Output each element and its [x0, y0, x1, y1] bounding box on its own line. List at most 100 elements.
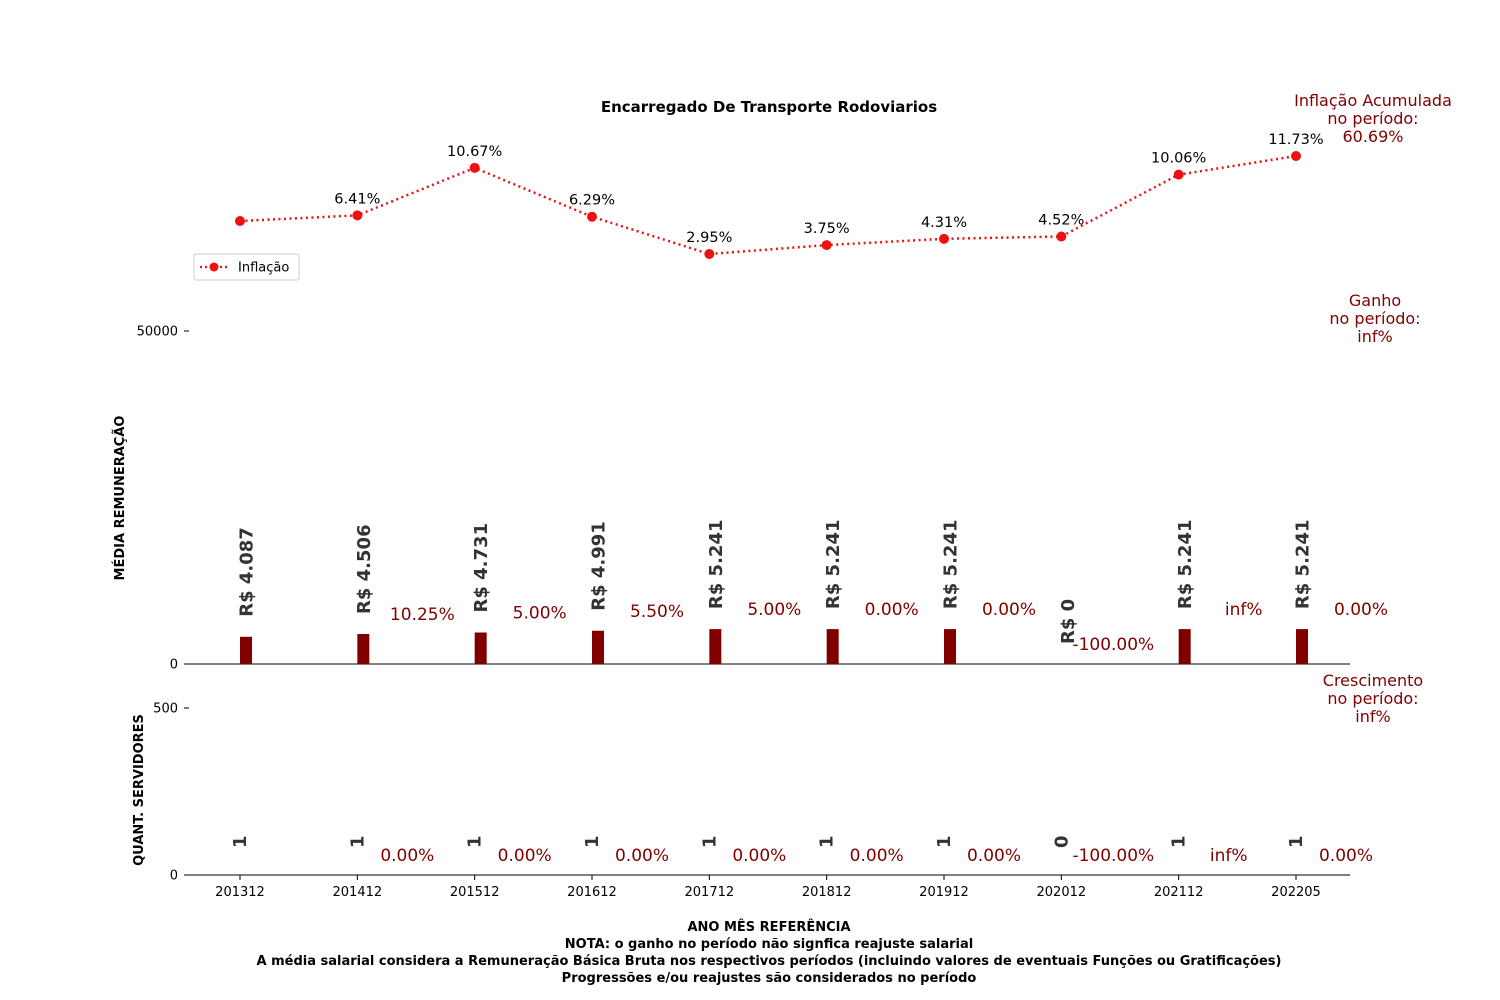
growth-note-line-1: Crescimento [1323, 671, 1423, 690]
salary-bar-201712 [709, 629, 722, 664]
servers-value-label-202012: 0 [1051, 835, 1072, 848]
inflation-point-201812 [821, 240, 832, 251]
servers-value-label-201512: 1 [465, 835, 486, 848]
gain-note-line-3: inf% [1357, 327, 1392, 346]
salary-bar-201312 [240, 636, 252, 664]
inflation-point-201912 [939, 233, 949, 244]
growth-note-line-3: inf% [1355, 707, 1390, 726]
footnote-1: NOTA: o ganho no período não signfica re… [565, 937, 973, 952]
inflation-point-201712 [704, 249, 715, 259]
inflation-label-202205: 11.73% [1268, 132, 1323, 148]
servers-value-label-201612: 1 [582, 835, 603, 848]
salary-value-label-201512: R$ 4.731 [471, 523, 492, 613]
inflation-point-202012 [1056, 231, 1067, 242]
gain-note-line-1: Ganho [1349, 291, 1401, 310]
salary-y-axis-label: MÉDIA REMUNERAÇÃO [112, 416, 128, 581]
salary-bar-201412 [357, 633, 370, 664]
salary-growth-label-201912: 0.00% [982, 600, 1036, 620]
salary-growth-label-201612: 5.50% [630, 602, 684, 622]
salary-y-axis: 0 50000 MÉDIA REMUNERAÇÃO [112, 325, 1350, 673]
salary-bar-202112 [1178, 629, 1191, 664]
salary-bar-201512 [474, 632, 487, 664]
inflation-label-201412: 6.41% [334, 191, 380, 207]
legend-label: Inflação [238, 261, 289, 276]
servers-growth-label-201512: 0.00% [498, 846, 552, 866]
inflation-label-202012: 4.52% [1038, 212, 1084, 228]
salary-ytick-label-0: 0 [170, 658, 178, 673]
servers-growth-label-201612: 0.00% [615, 846, 669, 866]
salary-growth-label-201512: 5.00% [513, 603, 567, 623]
salary-bar-202205 [1296, 629, 1308, 664]
inflation-note-line-2: no período: [1327, 109, 1418, 128]
inflation-label-201512: 10.67% [447, 144, 502, 160]
inflation-point-202205 [1291, 151, 1301, 161]
servers-value-label-201912: 1 [934, 835, 955, 848]
salary-bar-201812 [826, 629, 839, 664]
salary-value-label-202205: R$ 5.241 [1293, 520, 1314, 610]
inflation-point-201512 [469, 162, 480, 173]
x-tick-label-201412: 201412 [333, 885, 383, 900]
inflation-point-201312 [235, 216, 245, 226]
inflation-point-201412 [352, 210, 363, 221]
servers-growth-label-201712: 0.00% [732, 846, 786, 866]
inflation-line [239, 154, 1297, 256]
salary-value-label-201712: R$ 5.241 [706, 520, 727, 610]
salary-value-label-201612: R$ 4.991 [589, 521, 610, 611]
inflation-note-line-1: Inflação Acumulada [1294, 91, 1452, 110]
salary-value-label-202012: R$ 0 [1058, 599, 1079, 644]
servers-growth-label-201812: 0.00% [850, 846, 904, 866]
servers-value-label-202112: 1 [1169, 835, 1190, 848]
x-tick-label-202205: 202205 [1271, 885, 1321, 900]
x-axis-ticks: 201312 201412 201512 201612 201712 201812 2019… [215, 875, 1321, 900]
inflation-line-series: 6.41% 10.67% 6.29% 2.95% 3.75% 4.31% 4.52% 10.0… [235, 132, 1324, 259]
inflation-label-201712: 2.95% [686, 230, 732, 246]
footnote-2: A média salarial considera a Remuneração… [257, 954, 1282, 969]
servers-y-axis: 0 500 QUANT. SERVIDORES [132, 702, 1350, 884]
inflation-note-line-3: 60.69% [1342, 127, 1403, 146]
salary-growth-label-201712: 5.00% [747, 600, 801, 620]
legend: Inflação [193, 253, 300, 281]
growth-note-line-2: no período: [1327, 689, 1418, 708]
servers-ytick-label-500: 500 [153, 702, 178, 717]
chart-title: Encarregado De Transporte Rodoviarios [601, 98, 937, 116]
salary-value-label-201912: R$ 5.241 [941, 520, 962, 610]
salary-growth-label-202205: 0.00% [1334, 600, 1388, 620]
servers-value-label-201812: 1 [817, 835, 838, 848]
inflation-label-201612: 6.29% [569, 193, 615, 209]
servers-y-axis-label: QUANT. SERVIDORES [132, 714, 147, 866]
servers-value-label-201312: 1 [230, 835, 251, 848]
salary-value-label-201812: R$ 5.241 [823, 520, 844, 610]
salary-growth-label-201412: 10.25% [390, 605, 455, 625]
salary-ytick-label-50000: 50000 [137, 325, 178, 340]
servers-growth-label-201412: 0.00% [380, 846, 434, 866]
servers-growth-label-202012: -100.00% [1072, 846, 1154, 866]
salary-growth-label-202112: inf% [1225, 600, 1263, 620]
servers-growth-label-201912: 0.00% [967, 846, 1021, 866]
servers-growth-label-202112: inf% [1210, 846, 1248, 866]
x-tick-label-202112: 202112 [1154, 885, 1204, 900]
servers-ytick-label-0: 0 [170, 869, 178, 884]
x-tick-label-201912: 201912 [919, 885, 969, 900]
salary-growth-label-201812: 0.00% [865, 600, 919, 620]
x-tick-label-201312: 201312 [215, 885, 265, 900]
x-tick-label-201712: 201712 [685, 885, 735, 900]
inflation-label-202112: 10.06% [1151, 151, 1206, 167]
inflation-label-201912: 4.31% [921, 215, 967, 231]
inflation-label-201812: 3.75% [804, 221, 850, 237]
x-tick-label-201512: 201512 [450, 885, 500, 900]
x-axis-label: ANO MÊS REFERÊNCIA [687, 919, 850, 935]
x-tick-label-201612: 201612 [567, 885, 617, 900]
inflation-point-201612 [587, 211, 597, 222]
servers-growth-label-202205: 0.00% [1319, 846, 1373, 866]
salary-bar-201612 [592, 630, 604, 664]
salary-value-label-201312: R$ 4.087 [237, 527, 258, 617]
x-tick-label-202012: 202012 [1037, 885, 1087, 900]
salary-value-label-202112: R$ 5.241 [1175, 520, 1196, 610]
gain-note-line-2: no período: [1329, 309, 1420, 328]
salary-bars: R$ 4.087 R$ 4.506 10.25% R$ 4.731 5.00% R$ 4.… [237, 520, 1388, 664]
servers-value-label-202205: 1 [1286, 835, 1307, 848]
inflation-point-202112 [1173, 169, 1184, 180]
servers-value-label-201712: 1 [699, 835, 720, 848]
salary-bar-201912 [944, 629, 956, 664]
